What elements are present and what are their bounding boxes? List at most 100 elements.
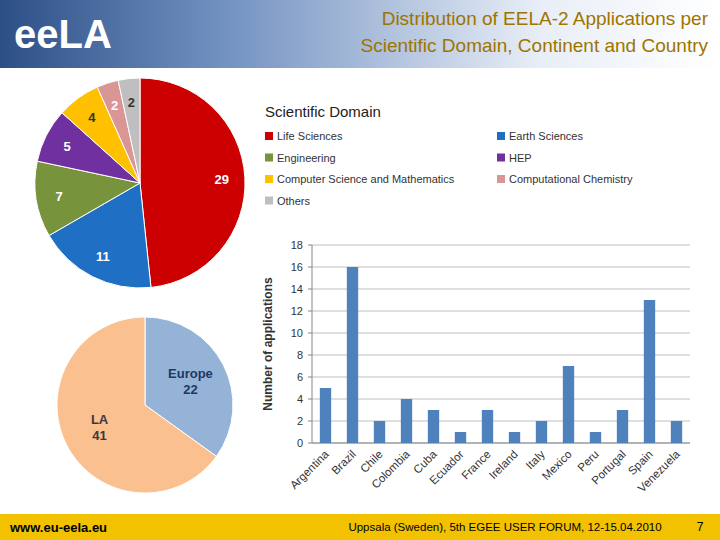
legend-swatch: [265, 197, 273, 205]
tick-label: 8: [297, 349, 303, 361]
tick-label: 6: [297, 371, 303, 383]
tick-label: 10: [291, 327, 303, 339]
bar: [482, 410, 493, 443]
grid-line: [312, 355, 690, 356]
category-label: Ecuador: [427, 448, 466, 487]
slice-category-label: LA: [91, 412, 109, 427]
legend-entry: Computational Chemistry: [509, 173, 633, 185]
bar: [320, 388, 331, 443]
footer-event: Uppsala (Sweden), 5th EGEE USER FORUM, 1…: [348, 521, 661, 533]
logo: eeLA: [14, 12, 112, 56]
bar: [509, 432, 520, 443]
data-label: 2: [128, 95, 135, 110]
tick-label: 2: [297, 415, 303, 427]
data-label: 29: [215, 172, 229, 187]
bar: [644, 300, 655, 443]
tick-mark: [308, 399, 312, 400]
bar: [536, 421, 547, 443]
tick-label: 18: [291, 239, 303, 251]
category-label: Brazil: [329, 448, 358, 477]
tick-label: 12: [291, 305, 303, 317]
legend-entry: Computer Science and Mathematics: [277, 173, 455, 185]
bar: [590, 432, 601, 443]
footer-url: www.eu-eela.eu: [9, 520, 107, 535]
data-label: 4: [88, 110, 96, 125]
pie-slice: [118, 78, 140, 183]
axis-label: Number of applications: [261, 277, 275, 411]
legend-swatch: [265, 154, 273, 162]
tick-label: 0: [297, 437, 303, 449]
grid-line: [312, 267, 690, 268]
slide-title: Distribution of EELA-2 Applications per: [382, 8, 709, 29]
tick-mark: [308, 333, 312, 334]
legend-entry: HEP: [509, 152, 532, 164]
pie-slice: [57, 317, 216, 493]
bar: [428, 410, 439, 443]
legend-swatch: [497, 175, 505, 183]
bar: [401, 399, 412, 443]
legend-swatch: [497, 132, 505, 140]
tick-label: 14: [291, 283, 303, 295]
grid-line: [312, 377, 690, 378]
grid-line: [312, 245, 690, 246]
y-axis-line: [312, 245, 313, 443]
legend-swatch: [265, 132, 273, 140]
tick-mark: [308, 245, 312, 246]
grid-line: [312, 311, 690, 312]
footer-band: [0, 514, 720, 540]
header-band: [0, 0, 720, 68]
pie-slice: [140, 78, 245, 287]
legend-swatch: [497, 154, 505, 162]
tick-label: 16: [291, 261, 303, 273]
page-number: 7: [697, 520, 704, 534]
legend-entry: Others: [277, 195, 311, 207]
data-label: 7: [55, 189, 62, 204]
x-axis-line: [312, 443, 690, 444]
tick-mark: [308, 377, 312, 378]
axes: 0 2 4 6 8 10 12 14 16 18: [291, 239, 690, 449]
grid-line: [312, 333, 690, 334]
category-label: Venezuela: [635, 448, 682, 495]
legend-entry: Engineering: [277, 152, 336, 164]
pie-chart: [57, 317, 233, 493]
data-label: 22: [183, 382, 197, 397]
grid-line: [312, 443, 690, 444]
category-label: France: [459, 448, 493, 482]
grid-line: [312, 399, 690, 400]
legend-swatch: [265, 175, 273, 183]
grid-line: [312, 421, 690, 422]
bar: [347, 267, 358, 443]
category-label: Mexico: [540, 448, 574, 482]
tick-mark: [308, 421, 312, 422]
tick-mark: [308, 443, 312, 444]
legend: Scientific Domain Life Sciences Earth Scie…: [265, 103, 633, 207]
grid-line: [312, 289, 690, 290]
data-label: 5: [63, 139, 70, 154]
category-label: Ireland: [487, 448, 520, 481]
slide-canvas: eeLA Distribution of EELA-2 Applications …: [0, 0, 720, 540]
legend-entry: Earth Sciences: [509, 130, 583, 142]
tick-mark: [308, 355, 312, 356]
data-label: 2: [111, 98, 118, 113]
bar: [563, 366, 574, 443]
category-label: Portugal: [589, 448, 628, 487]
legend-entry: Life Sciences: [277, 130, 343, 142]
tick-mark: [308, 267, 312, 268]
tick-label: 4: [297, 393, 303, 405]
category-label: Colombia: [369, 448, 412, 491]
bar: [671, 421, 682, 443]
chart-title: Scientific Domain: [265, 103, 381, 120]
tick-mark: [308, 311, 312, 312]
data-label: 41: [92, 428, 106, 443]
category-label: Argentina: [288, 448, 332, 492]
category-label: Italy: [524, 448, 548, 472]
pie-chart: [35, 78, 245, 288]
bar: [374, 421, 385, 443]
data-label: 11: [96, 249, 110, 264]
slice-category-label: Europe: [168, 366, 213, 381]
tick-mark: [308, 289, 312, 290]
bar: [617, 410, 628, 443]
slide: eeLA Distribution of EELA-2 Applications …: [0, 0, 720, 540]
bar: [455, 432, 466, 443]
bars: [320, 267, 682, 443]
